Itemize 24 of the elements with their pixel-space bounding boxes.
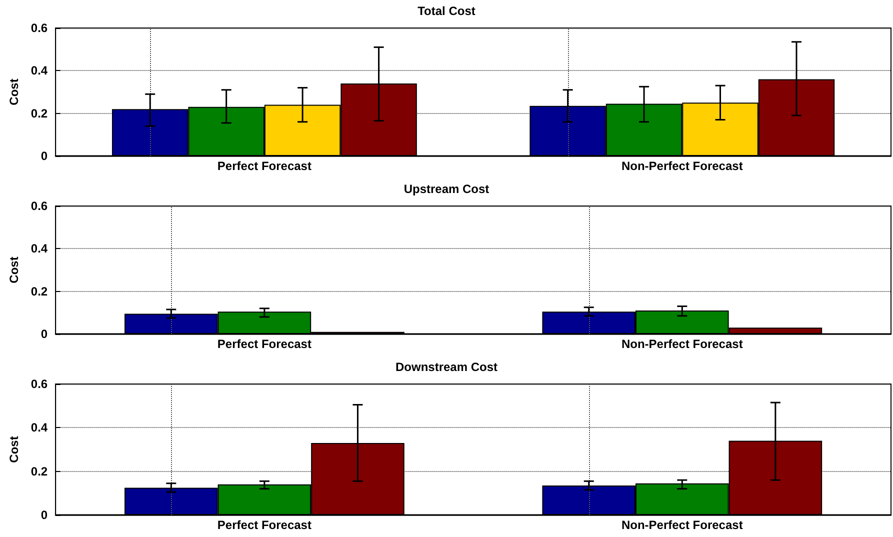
chart-title: Total Cost [418, 4, 476, 18]
chart-title: Downstream Cost [395, 360, 498, 374]
x-tick-label: Perfect Forecast [217, 159, 312, 173]
x-tick-label: Non-Perfect Forecast [621, 337, 743, 351]
y-tick-label: 0.4 [30, 242, 48, 256]
x-tick-label: Perfect Forecast [217, 518, 312, 532]
x-tick-label: Perfect Forecast [217, 337, 312, 351]
y-axis-title: Cost [7, 436, 21, 463]
x-tick-label: Non-Perfect Forecast [621, 159, 743, 173]
y-axis-title: Cost [7, 256, 21, 284]
y-tick-label: 0.6 [30, 21, 48, 35]
y-tick-label: 0.6 [30, 377, 48, 391]
y-tick-label: 0.2 [30, 106, 48, 120]
y-tick-label: 0 [40, 149, 48, 163]
y-tick-label: 0.2 [30, 464, 48, 478]
y-tick-label: 0.6 [30, 199, 48, 213]
y-axis-title: Cost [7, 78, 21, 106]
y-tick-label: 0.4 [30, 420, 48, 435]
y-tick-label: 0.2 [30, 284, 48, 298]
chart-title: Upstream Cost [404, 182, 490, 196]
y-tick-label: 0 [40, 508, 48, 522]
y-tick-label: 0 [40, 327, 48, 341]
x-tick-label: Non-Perfect Forecast [621, 518, 743, 532]
y-tick-label: 0.4 [30, 64, 48, 78]
